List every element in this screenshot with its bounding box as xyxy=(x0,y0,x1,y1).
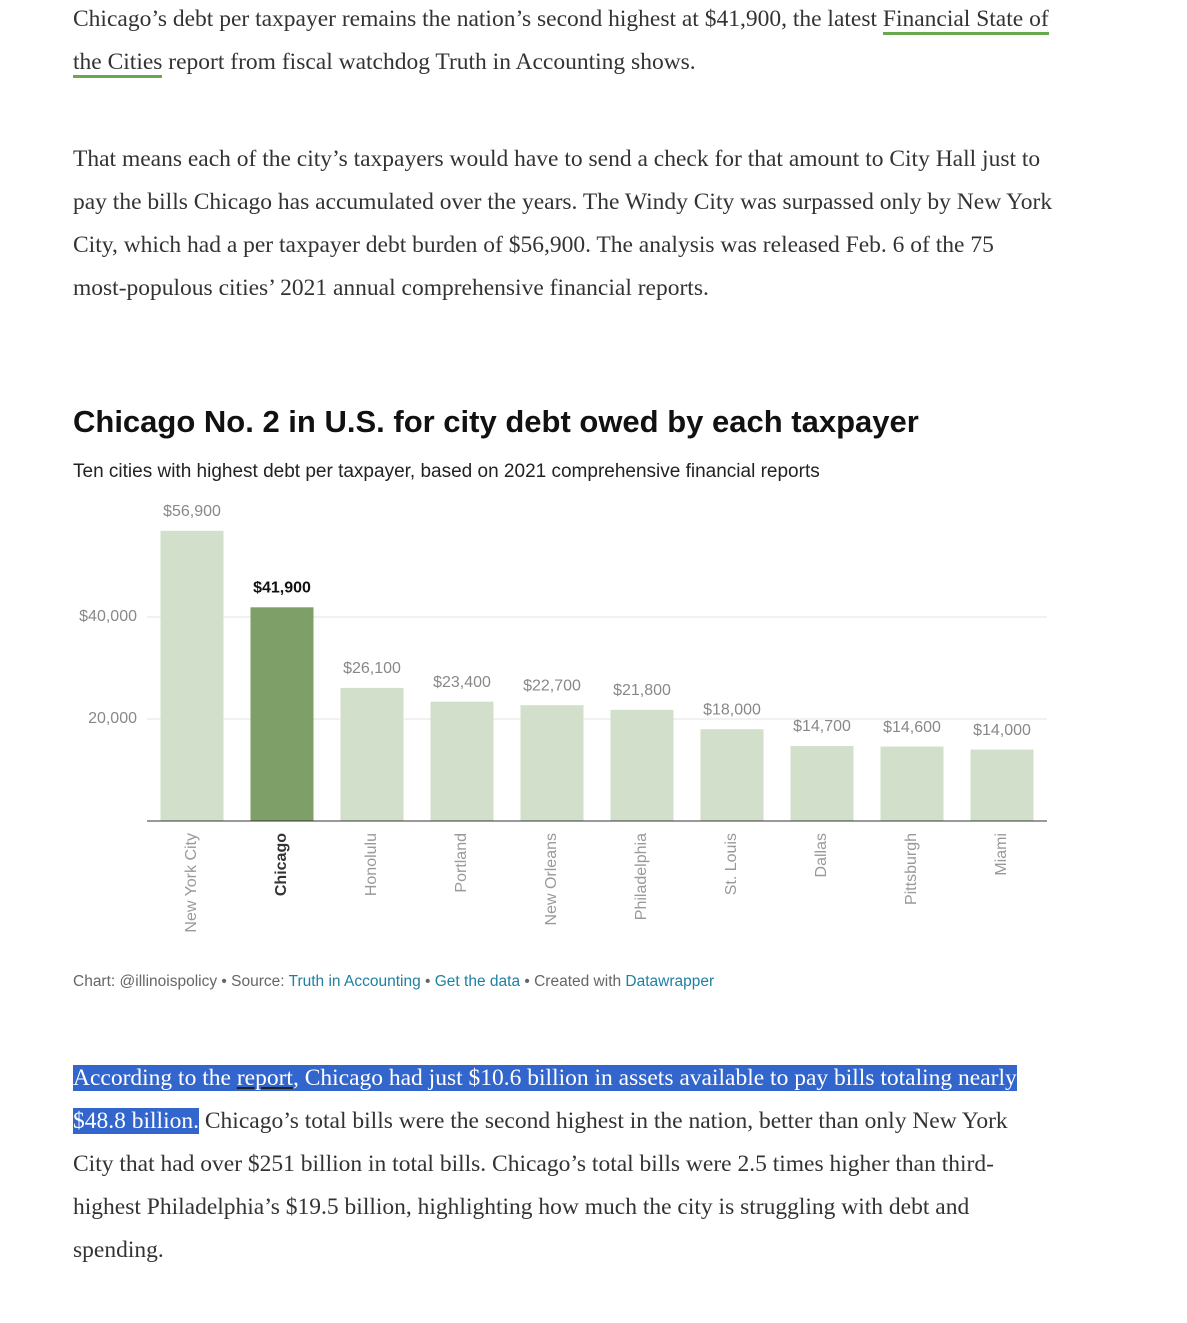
data-label: $41,900 xyxy=(253,580,311,597)
text: That means each of the city’s taxpayers … xyxy=(73,146,1053,301)
bar xyxy=(430,701,494,821)
text: • xyxy=(420,973,435,990)
x-tick-label: Portland xyxy=(453,833,470,893)
text: report from fiscal watchdog Truth in Acc… xyxy=(162,49,696,75)
data-label: $18,000 xyxy=(703,701,761,718)
x-tick-label: St. Louis xyxy=(723,833,740,895)
data-label: $56,900 xyxy=(163,503,221,520)
x-tick-label: Pittsburgh xyxy=(903,833,920,905)
data-label: $23,400 xyxy=(433,674,491,691)
x-tick-label: Chicago xyxy=(273,833,290,896)
x-tick-label: New Orleans xyxy=(543,833,560,925)
paragraph: That means each of the city’s taxpayers … xyxy=(73,138,1053,310)
bar xyxy=(970,749,1034,821)
data-label: $14,600 xyxy=(883,719,941,736)
text: Chart: @illinoispolicy • Source: xyxy=(73,973,289,990)
x-tick-label: Philadelphia xyxy=(633,833,650,920)
link[interactable]: Truth in Accounting xyxy=(288,973,421,990)
bar xyxy=(160,530,224,821)
data-label: $22,700 xyxy=(523,677,581,694)
chart-title: Chicago No. 2 in U.S. for city debt owed… xyxy=(73,404,919,439)
highlighted-text: According to the xyxy=(73,1065,237,1091)
link[interactable]: report xyxy=(236,1065,293,1091)
data-label: $14,700 xyxy=(793,718,851,735)
bar xyxy=(700,729,764,821)
x-tick-label: Honolulu xyxy=(363,833,380,896)
y-tick-label: $40,000 xyxy=(79,608,137,625)
data-label: $21,800 xyxy=(613,682,671,699)
bar xyxy=(610,709,674,821)
text: Chicago’s total bills were the second hi… xyxy=(73,1108,1008,1263)
bar xyxy=(520,705,584,821)
chart-footer: Chart: @illinoispolicy • Source: Truth i… xyxy=(73,973,714,991)
chart-subtitle: Ten cities with highest debt per taxpaye… xyxy=(73,461,820,482)
x-tick-label: Miami xyxy=(993,833,1010,876)
y-tick-label: 20,000 xyxy=(88,710,137,727)
bar xyxy=(340,687,404,821)
bar xyxy=(790,746,854,821)
x-tick-label: New York City xyxy=(183,833,200,933)
paragraph: According to the report, Chicago had jus… xyxy=(73,1057,1053,1272)
text: • Created with xyxy=(520,973,626,990)
x-tick-label: Dallas xyxy=(813,833,830,877)
link[interactable]: Financial State of the Cities xyxy=(73,6,1049,78)
paragraph: Chicago’s debt per taxpayer remains the … xyxy=(73,0,1053,84)
bar xyxy=(250,607,314,821)
chart: 20,000 $40,000 $56,900 New York City $41,900… xyxy=(79,503,1047,933)
bar xyxy=(880,746,944,821)
link[interactable]: Datawrapper xyxy=(625,973,715,990)
data-label: $26,100 xyxy=(343,660,401,677)
link[interactable]: Get the data xyxy=(434,973,521,990)
text: Chicago’s debt per taxpayer remains the … xyxy=(73,6,883,32)
data-label: $14,000 xyxy=(973,722,1031,739)
